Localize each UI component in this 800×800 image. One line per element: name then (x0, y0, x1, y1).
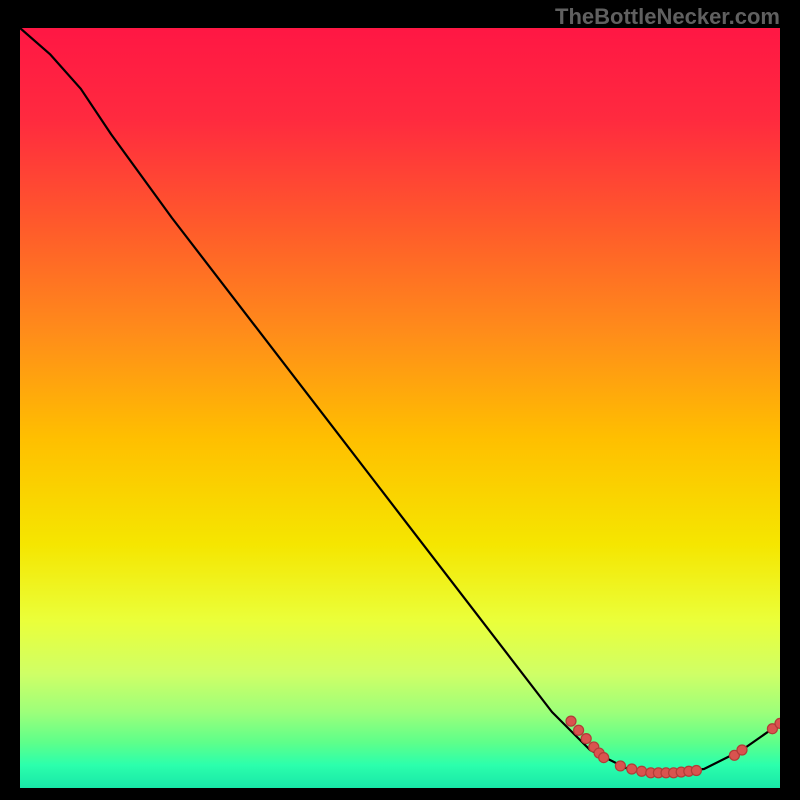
watermark-text: TheBottleNecker.com (555, 4, 780, 30)
plot-area (20, 28, 780, 788)
gradient-background (20, 28, 780, 788)
chart-container: TheBottleNecker.com (0, 0, 800, 800)
